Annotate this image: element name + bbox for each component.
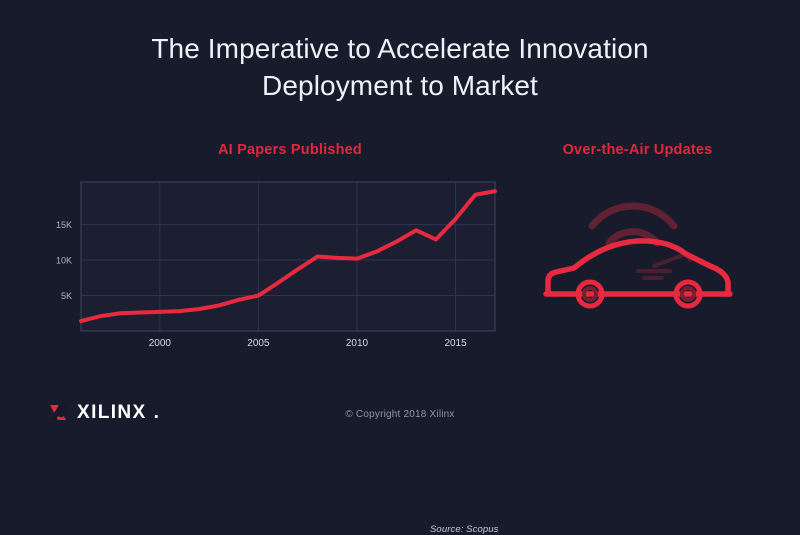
page-title-line-1: The Imperative to Accelerate Innovation [151,33,649,64]
ota-heading: Over-the-Air Updates [562,142,713,158]
car-wifi-svg [543,202,733,309]
logo-wordmark: XILINX [77,402,147,423]
ai-papers-line-chart: 5K 10K 15K 2000 2005 2010 2015 Source: Scopus [0,170,530,535]
chart-source-note: Source: Scopus [430,524,499,535]
plot-background [81,182,495,331]
horizontal-gridlines [81,224,495,297]
logo-dot: . [153,402,159,423]
page-title-line-2: Deployment to Market [262,70,538,102]
x-tick-2005: 2005 [247,338,270,349]
xilinx-x-mark-icon [50,405,67,420]
x-axis-tick-labels: 2000 2005 2010 2015 [149,338,467,349]
page-title: The Imperative to Accelerate Innovation … [0,30,800,104]
plot-frame [80,181,496,332]
car-wheel-front-hub [582,286,598,302]
chart-svg: 5K 10K 15K 2000 2005 2010 2015 [56,181,497,349]
xilinx-logo: XILINX . [48,402,159,424]
y-axis-tick-labels: 5K 10K 15K [56,220,72,301]
copyright-text: © Copyright 2018 Xilinx [345,409,455,420]
x-tick-2010: 2010 [346,338,369,349]
wifi-arc-outer [588,202,678,230]
logo-mark-circle [56,408,66,418]
car-wheel-rear [673,279,703,309]
ota-graphic [534,182,744,312]
vertical-gridlines [159,182,457,331]
y-tick-5K: 5K [61,291,72,301]
wifi-signal-icon [588,202,678,247]
y-tick-15K: 15K [56,220,72,230]
chart-heading: AI Papers Published [217,142,362,158]
car-interior-details [636,251,692,280]
y-tick-10K: 10K [56,256,72,266]
car-side-icon [543,238,733,309]
car-body-outline [545,238,731,297]
car-wheel-rear-hub [680,286,696,302]
x-tick-2000: 2000 [149,338,172,349]
x-tick-2015: 2015 [444,338,467,349]
slide-root: The Imperative to Accelerate Innovation … [0,30,800,535]
car-wheel-front [575,279,605,309]
data-series-line [79,189,497,324]
